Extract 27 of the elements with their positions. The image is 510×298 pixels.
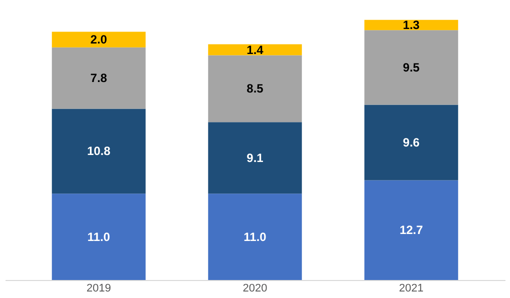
bar [52, 47, 146, 109]
bar [52, 194, 146, 280]
data-label: 1.4 [246, 42, 264, 57]
data-label: 7.8 [90, 71, 108, 86]
data-label: 2.0 [90, 32, 108, 47]
data-label: 1.3 [402, 18, 420, 32]
x-tick-label: 2019 [86, 282, 111, 294]
bar [208, 44, 302, 56]
bar [52, 32, 146, 48]
bar [364, 20, 458, 30]
bar [208, 122, 302, 194]
data-label: 9.6 [402, 136, 420, 150]
data-label: 9.1 [246, 150, 264, 165]
bar [364, 180, 458, 280]
data-label: 9.5 [402, 60, 420, 74]
bar [208, 194, 302, 280]
data-label: 8.5 [246, 82, 264, 96]
data-label: 10.8 [87, 144, 111, 158]
bar [364, 30, 458, 105]
bar [364, 104, 458, 180]
bar [52, 108, 146, 194]
x-tick-label: 2020 [242, 282, 268, 294]
data-label: 11.0 [87, 230, 110, 244]
data-label: 11.0 [244, 230, 267, 244]
bar [208, 55, 302, 122]
x-tick-label: 2021 [399, 282, 424, 294]
data-label: 12.7 [400, 223, 424, 238]
